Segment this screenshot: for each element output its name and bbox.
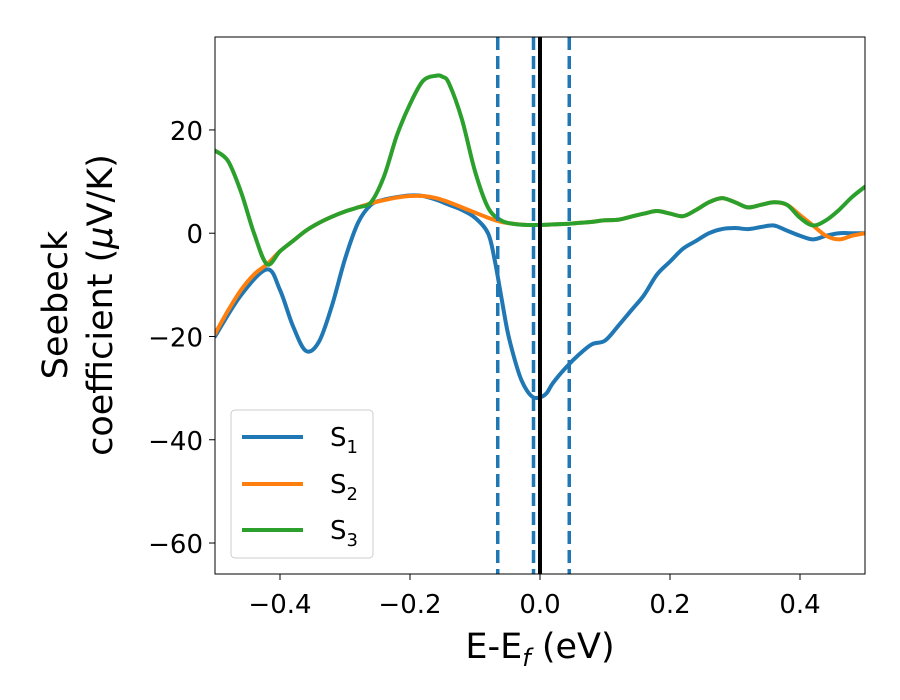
x-tick-label: −0.4 [248,590,311,620]
y-tick-label: −20 [148,323,203,353]
x-tick-label: −0.2 [378,590,441,620]
y-axis-ticks: −60 −40 −20 0 20 [148,117,215,560]
x-axis-label: E-Ef (eV) [465,627,614,672]
x-tick-label: 0.0 [519,590,560,620]
legend-entry-s1: S1 [330,423,358,458]
y-tick-label: −60 [148,530,203,560]
y-axis-label-text: coefficient ( [81,249,121,456]
series-line-s1 [215,193,865,401]
x-axis-ticks: −0.4 −0.2 0.0 0.2 0.4 [248,574,821,620]
legend-s3-name: S [330,516,347,546]
legend-s1-name: S [330,423,347,453]
x-axis-label-main: E-E [465,627,522,667]
legend-entry-s2: S2 [330,470,358,505]
legend-s2-sub: 2 [347,484,358,505]
y-tick-label: 20 [170,117,203,147]
y-axis-label-line2: coefficient (μV/K) [81,154,121,456]
series-line-s3 [215,73,865,267]
legend: S1 S2 S3 [230,409,374,559]
legend-entry-s3: S3 [330,516,358,551]
x-axis-label-unit: (eV) [531,627,615,667]
y-tick-label: −40 [148,427,203,457]
legend-s3-sub: 3 [347,530,358,551]
y-axis-label-unit: V/K) [81,154,121,226]
y-tick-label: 0 [186,220,203,250]
y-axis-label-line1: Seebeck [36,230,76,379]
vline-layer [496,37,571,574]
x-tick-label: 0.2 [649,590,690,620]
legend-s2-name: S [330,470,347,500]
legend-s1-sub: 1 [347,437,358,458]
y-axis-label-mu: μ [81,226,121,249]
x-tick-label: 0.4 [779,590,820,620]
